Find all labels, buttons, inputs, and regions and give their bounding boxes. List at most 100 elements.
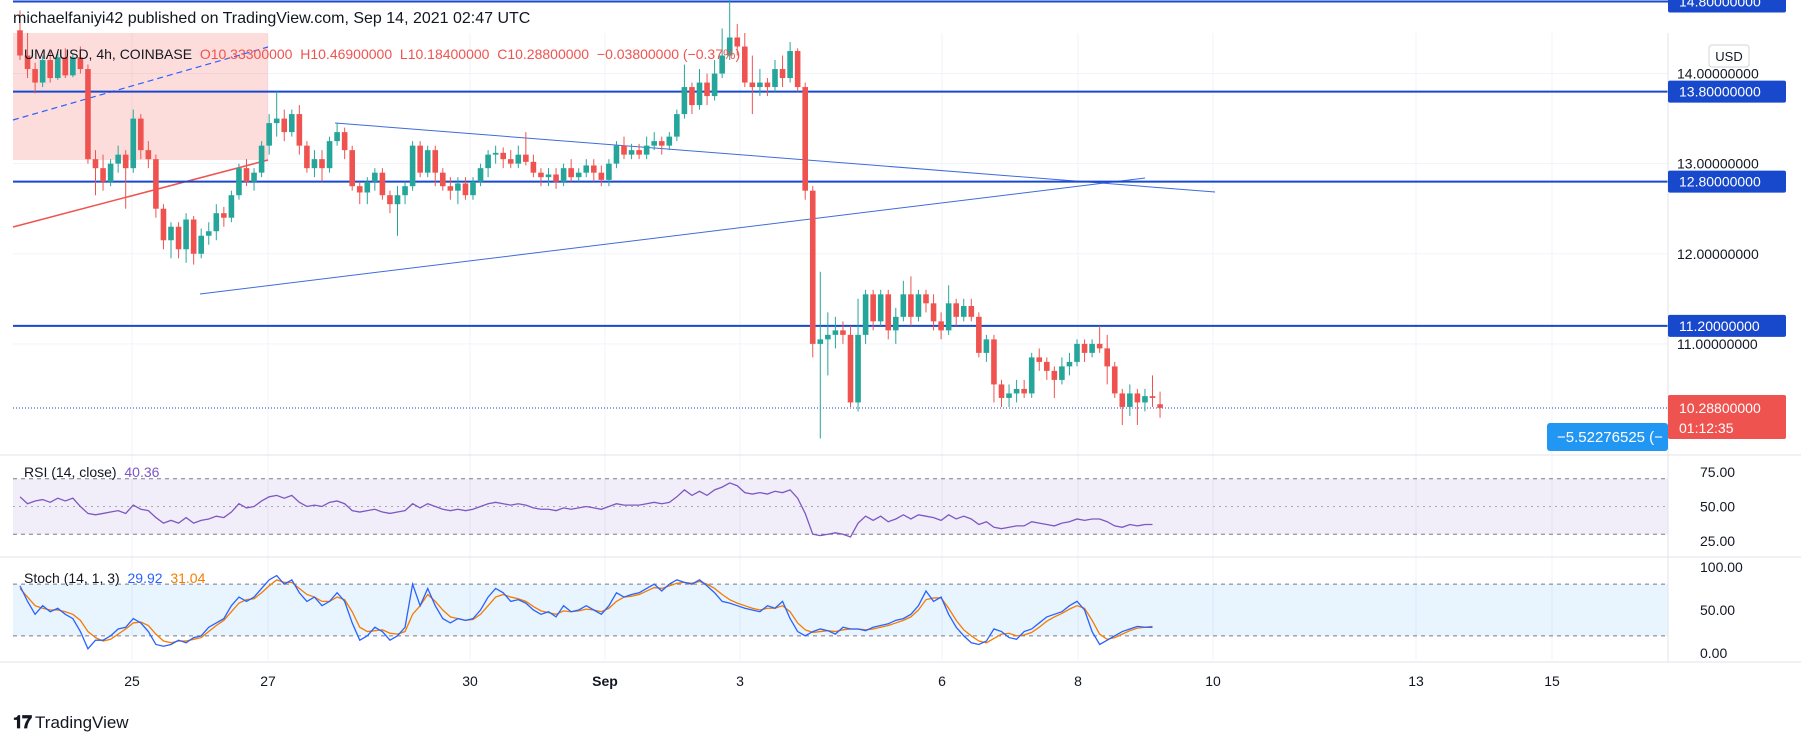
candle-body	[530, 161, 537, 173]
candle-body	[130, 118, 137, 169]
candle-body	[289, 114, 295, 133]
candle-body	[658, 141, 665, 146]
candle-body	[998, 384, 1005, 398]
candle-body	[893, 316, 899, 331]
symbol-label[interactable]: UMA/USD, 4h, COINBASE	[24, 46, 193, 62]
candle-body	[394, 195, 401, 205]
candle-body	[1134, 393, 1141, 403]
x-tick-label: 10	[1205, 673, 1221, 689]
measure-label: −5.52276525 (−	[1557, 429, 1663, 446]
level-price-label: 14.80000000	[1679, 0, 1761, 9]
candle-body	[945, 303, 952, 331]
candle-body	[70, 57, 76, 76]
x-tick-label: 6	[938, 673, 946, 689]
candle-body	[122, 154, 129, 169]
candle-body	[757, 82, 763, 88]
candle-body	[500, 152, 506, 160]
candle-body	[1006, 393, 1012, 398]
candle-body	[817, 339, 824, 344]
candle-body	[1149, 396, 1156, 398]
rsi-pane	[13, 478, 1668, 538]
indicator-band	[13, 584, 1668, 636]
candle-body	[1028, 357, 1035, 394]
candle-body	[636, 150, 642, 155]
candle-body	[991, 339, 997, 385]
candle-body	[870, 294, 876, 322]
candle-body	[719, 55, 725, 74]
candle-body	[281, 118, 288, 133]
candle-body	[877, 294, 884, 322]
stoch-tick-label: 50.00	[1700, 602, 1735, 618]
candle-body	[341, 132, 348, 151]
candle-body	[379, 172, 386, 196]
candle-body	[621, 145, 627, 155]
y-tick-label: 12.00000000	[1677, 246, 1759, 262]
candle-body	[62, 57, 69, 76]
countdown-label: 01:12:35	[1679, 420, 1734, 436]
candle-body	[251, 172, 257, 182]
level-price-box	[1668, 314, 1786, 337]
candle-body	[900, 294, 907, 317]
candle-body	[704, 82, 710, 97]
candle-body	[1066, 361, 1073, 367]
candle-body	[855, 334, 861, 403]
upper-triangle-line	[334, 122, 1216, 193]
candle-body	[953, 303, 959, 317]
rsi-tick-label: 75.00	[1700, 464, 1735, 480]
candle-body	[1051, 370, 1058, 380]
candle-body	[402, 186, 408, 196]
candle-body	[153, 159, 159, 209]
candle-body	[598, 172, 605, 180]
level-price-label: 12.80000000	[1679, 174, 1761, 190]
rsi-title[interactable]: RSI (14, close)	[24, 464, 117, 480]
candle-body	[772, 69, 778, 88]
publisher-line: michaelfaniyi42 published on TradingView…	[13, 10, 531, 27]
high-value: H10.46900000	[300, 46, 393, 62]
candle-body	[711, 73, 718, 97]
currency-badge	[1708, 44, 1750, 68]
x-tick-label: 27	[260, 673, 276, 689]
candle-body	[160, 208, 167, 241]
candle-body	[47, 60, 53, 79]
candle-body	[228, 195, 235, 218]
candle-body	[138, 118, 144, 151]
candle-body	[840, 330, 846, 335]
level-price-box	[1668, 80, 1786, 103]
measure-box	[1547, 423, 1668, 451]
tradingview-logo[interactable]: 𝟏𝟕 TradingView	[13, 712, 129, 733]
candle-body	[387, 195, 393, 205]
candle-body	[666, 136, 673, 146]
candle-body	[334, 132, 340, 142]
y-tick-label: 13.00000000	[1677, 156, 1759, 172]
candle-body	[779, 69, 786, 79]
stoch-title[interactable]: Stoch (14, 1, 3)	[24, 570, 120, 586]
candle-body	[311, 159, 318, 169]
candle-body	[560, 168, 567, 182]
candle-body	[477, 168, 484, 182]
candle-body	[794, 51, 801, 88]
candle-body	[726, 37, 733, 56]
candle-body	[538, 172, 544, 178]
level-price-label: 11.20000000	[1679, 318, 1760, 334]
candle-body	[485, 154, 491, 169]
x-tick-label: 13	[1408, 673, 1424, 689]
candle-body	[976, 316, 982, 353]
candle-body	[1044, 361, 1050, 371]
candle-body	[32, 69, 38, 83]
candle-body	[424, 150, 431, 173]
stoch-k-value: 29.92	[127, 570, 163, 586]
lower-triangle-line	[199, 177, 1146, 295]
grid	[13, 33, 1668, 660]
x-tick-label: 25	[124, 673, 140, 689]
candle-body	[507, 159, 514, 164]
stoch-d-value: 31.04	[170, 570, 206, 586]
candle-body	[575, 172, 582, 178]
x-tick-label: Sep	[592, 673, 618, 689]
candle-body	[221, 213, 227, 218]
candles	[17, 0, 1163, 439]
rsi-tick-label: 50.00	[1700, 499, 1735, 515]
candle-body	[809, 190, 816, 344]
x-tick-label: 15	[1544, 673, 1560, 689]
candle-body	[983, 339, 990, 353]
stoch-d-line	[19, 579, 1153, 644]
